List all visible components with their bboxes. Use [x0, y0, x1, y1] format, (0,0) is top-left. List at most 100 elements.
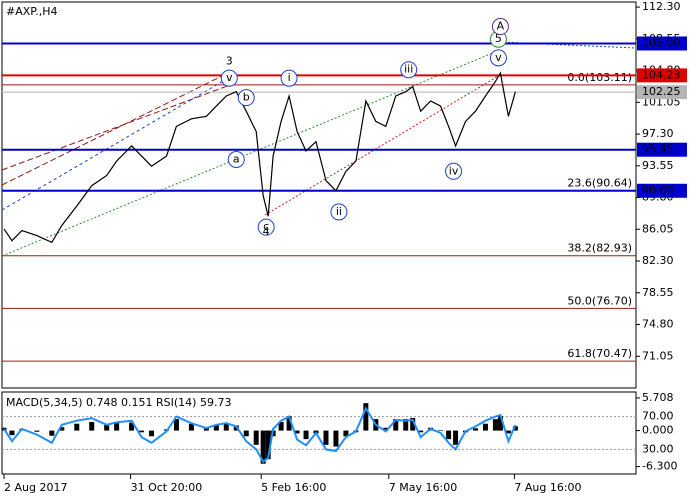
macd-bar: [303, 430, 309, 440]
y-tick-label: 93.55: [642, 159, 674, 172]
wave-label: 5: [495, 32, 502, 45]
wave-circle: [491, 18, 509, 36]
macd-bar: [34, 430, 40, 432]
wave-circle: [280, 69, 298, 87]
level-tag: [637, 183, 687, 198]
x-tick-label: 31 Oct 20:00: [131, 481, 203, 494]
fib-label: 38.2(82.93): [567, 242, 632, 255]
macd-bar: [89, 422, 95, 431]
macd-bar: [323, 430, 329, 445]
macd-bar: [497, 416, 503, 431]
wave-label: iii: [404, 63, 413, 76]
y2-tick-label: 30.00: [642, 442, 674, 455]
fib-label: 23.6(90.64): [567, 176, 632, 189]
y-tick-label: 78.55: [642, 286, 674, 299]
macd-bar: [139, 430, 145, 433]
macd-bar: [59, 427, 65, 431]
level-tag: [637, 142, 687, 157]
wave-circle: [220, 69, 238, 87]
wave-label: v: [226, 71, 233, 84]
macd-bar: [473, 428, 479, 431]
wave-circle: [445, 162, 463, 180]
price-line: [3, 406, 517, 464]
y-tick-label: 5.708: [642, 391, 674, 404]
macd-bar: [343, 430, 349, 437]
wave-label: 4: [263, 225, 270, 238]
macd-bar: [104, 424, 110, 431]
wave-circle: [227, 150, 245, 168]
y-tick-label: -6.300: [642, 460, 677, 473]
wave-circle: [257, 218, 275, 236]
macd-bar: [492, 419, 498, 431]
indicator-title: MACD(5,34,5) 0.748 0.151 RSI(14) 59.73: [6, 396, 231, 409]
level-label: 102.25: [642, 85, 681, 98]
x-tick-label: 7 May 16:00: [389, 481, 457, 494]
macd-bar: [243, 430, 249, 437]
wave-label: 3: [226, 54, 233, 67]
fib-label: 0.0(103.11): [567, 71, 632, 84]
macd-bar: [129, 422, 135, 431]
macd-bar: [213, 424, 219, 431]
macd-bar: [410, 418, 416, 431]
y-tick-label: 86.05: [642, 222, 674, 235]
y-tick-label: 82.30: [642, 254, 674, 267]
macd-bar: [188, 423, 194, 431]
macd-bar: [393, 419, 399, 431]
macd-bar: [149, 430, 155, 437]
y-tick-label: 71.05: [642, 349, 674, 362]
macd-bar: [446, 430, 452, 440]
macd-bar: [260, 430, 266, 464]
macd-bar: [173, 419, 179, 431]
channel-line: [1, 49, 501, 257]
macd-bar: [9, 430, 15, 436]
level-label: 95.45: [642, 143, 674, 156]
level-tag: [637, 85, 687, 100]
x-tick-label: 5 Feb 16:00: [261, 481, 326, 494]
macd-bar: [278, 422, 284, 431]
macd-bar: [265, 430, 271, 460]
channel-line: [1, 84, 231, 171]
level-tag: [637, 68, 687, 83]
wave-label: a: [233, 152, 240, 165]
chart-title: #AXP.,H4: [6, 5, 57, 18]
level-label: 108.00: [642, 36, 681, 49]
y-tick-label: 74.80: [642, 318, 674, 331]
macd-bar: [363, 403, 369, 431]
level-tag: [637, 36, 687, 51]
channel-line: [499, 41, 637, 49]
macd-bar: [453, 430, 459, 445]
macd-bar: [74, 423, 80, 431]
wave-circle: [400, 61, 418, 79]
macd-bar: [383, 427, 389, 431]
macd-bar: [294, 430, 300, 434]
macd-bar: [114, 423, 120, 431]
price-line: [3, 71, 516, 244]
wave-label: b: [243, 91, 250, 104]
y2-tick-label: 70.00: [642, 410, 674, 423]
macd-bar: [512, 426, 518, 431]
channel-line: [1, 71, 231, 186]
macd-bar: [418, 430, 424, 433]
y-tick-label: 112.30: [642, 0, 681, 13]
x-tick-label: 7 Aug 16:00: [514, 481, 581, 494]
wave-circle: [489, 49, 507, 67]
wave-circle: [330, 203, 348, 221]
indicator-frame: [1, 391, 637, 475]
macd-bar: [223, 423, 229, 431]
wave-circle: [237, 89, 255, 107]
macd-bar: [286, 416, 292, 431]
wave-label: v: [495, 51, 502, 64]
wave-label: ii: [336, 205, 342, 218]
y-tick-label: 97.30: [642, 127, 674, 140]
wave-label: c: [263, 220, 269, 233]
channel-line: [1, 79, 226, 211]
macd-bar: [49, 430, 55, 436]
fib-label: 61.8(70.47): [567, 347, 632, 360]
fib-label: 50.0(76.70): [567, 294, 632, 307]
macd-bar: [505, 430, 511, 434]
x-tick-label: 2 Aug 2017: [4, 481, 67, 494]
macd-bar: [403, 419, 409, 431]
wave-label: iv: [449, 164, 459, 177]
macd-bar: [333, 430, 339, 447]
